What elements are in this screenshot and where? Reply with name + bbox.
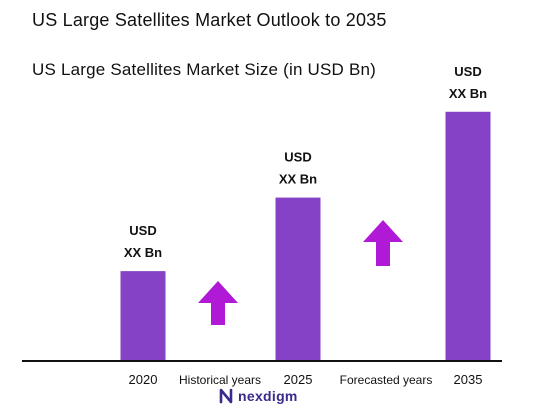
data-label-2025-line-2: XX Bn bbox=[279, 172, 317, 187]
period-label-1: Historical years bbox=[179, 373, 261, 387]
nexdigm-logo-icon bbox=[219, 388, 233, 404]
growth-arrow-icon-1 bbox=[198, 281, 238, 325]
brand-logo: nexdigm bbox=[218, 386, 298, 406]
growth-arrow-icon-2 bbox=[363, 220, 403, 266]
data-label-2020-line-2: XX Bn bbox=[124, 245, 162, 260]
data-label-2025-line-1: USD bbox=[284, 150, 311, 165]
data-label-2020-line-1: USD bbox=[129, 223, 156, 238]
period-label-2: Forecasted years bbox=[340, 373, 433, 387]
x-tick-label-2020: 2020 bbox=[129, 372, 158, 387]
data-label-2035-line-2: XX Bn bbox=[449, 86, 487, 101]
bar-2025 bbox=[275, 197, 321, 361]
bar-2020 bbox=[120, 271, 166, 361]
x-tick-label-2035: 2035 bbox=[454, 372, 483, 387]
chart-title: US Large Satellites Market Outlook to 20… bbox=[32, 10, 387, 30]
x-tick-label-2025: 2025 bbox=[284, 372, 313, 387]
data-label-2035-line-1: USD bbox=[454, 64, 481, 79]
brand-name: nexdigm bbox=[238, 388, 298, 404]
bar-2035 bbox=[445, 111, 491, 362]
chart-subtitle: US Large Satellites Market Size (in USD … bbox=[32, 60, 377, 79]
